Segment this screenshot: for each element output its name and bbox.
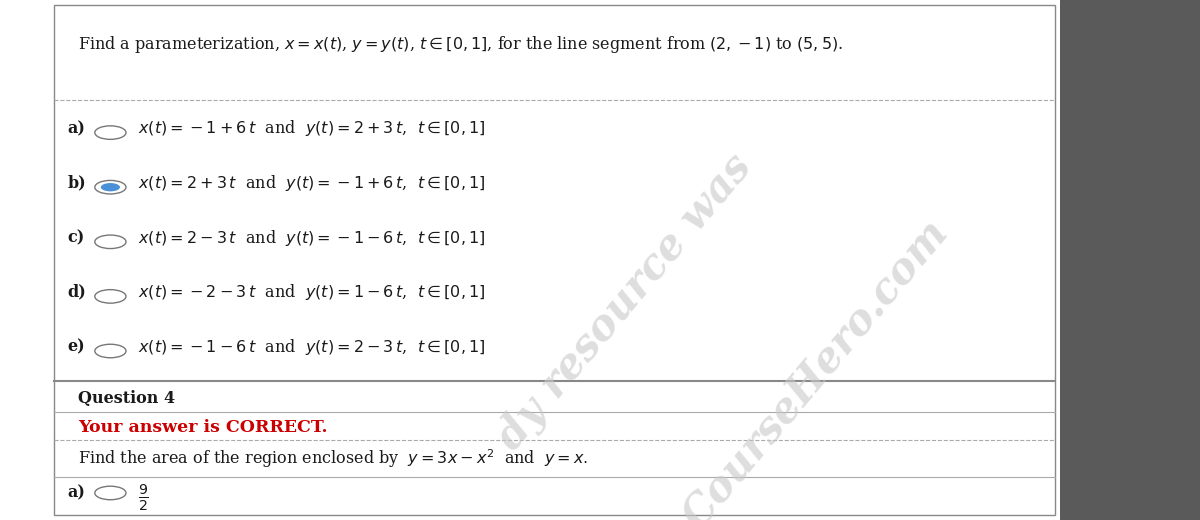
- Text: b): b): [67, 175, 86, 191]
- Bar: [1060, 0, 1200, 520]
- Text: Your answer is CORRECT.: Your answer is CORRECT.: [78, 419, 328, 436]
- Text: $x(t) = -2 - 3\,t$  and  $y(t) = 1 - 6\,t$,  $t \in [0, 1]$: $x(t) = -2 - 3\,t$ and $y(t) = 1 - 6\,t$…: [138, 282, 485, 302]
- Text: d): d): [67, 284, 86, 301]
- Circle shape: [95, 486, 126, 500]
- Text: c): c): [67, 229, 84, 246]
- Text: Find a parameterization, $x = x(t)$, $y = y(t)$, $t \in [0, 1]$, for the line se: Find a parameterization, $x = x(t)$, $y …: [78, 34, 844, 55]
- Text: dy resource was: dy resource was: [488, 146, 760, 458]
- Circle shape: [95, 180, 126, 194]
- Text: $x(t) = 2 - 3\,t$  and  $y(t) = -1 - 6\,t$,  $t \in [0, 1]$: $x(t) = 2 - 3\,t$ and $y(t) = -1 - 6\,t$…: [138, 228, 485, 248]
- Circle shape: [95, 344, 126, 358]
- Circle shape: [95, 126, 126, 139]
- Text: CourseHero.com: CourseHero.com: [674, 212, 958, 520]
- Circle shape: [95, 235, 126, 249]
- Bar: [54, 5, 1055, 515]
- Text: $\frac{9}{2}$: $\frac{9}{2}$: [138, 483, 149, 513]
- Circle shape: [101, 183, 120, 191]
- Text: $x(t) = -1 + 6\,t$  and  $y(t) = 2 + 3\,t$,  $t \in [0, 1]$: $x(t) = -1 + 6\,t$ and $y(t) = 2 + 3\,t$…: [138, 119, 485, 138]
- Text: Question 4: Question 4: [78, 390, 175, 407]
- Text: a): a): [67, 120, 85, 137]
- Circle shape: [95, 290, 126, 303]
- Text: $x(t) = 2 + 3\,t$  and  $y(t) = -1 + 6\,t$,  $t \in [0, 1]$: $x(t) = 2 + 3\,t$ and $y(t) = -1 + 6\,t$…: [138, 173, 485, 193]
- Text: a): a): [67, 485, 85, 502]
- Text: e): e): [67, 339, 85, 355]
- Text: Find the area of the region enclosed by  $y = 3x - x^2$  and  $y = x.$: Find the area of the region enclosed by …: [78, 447, 588, 470]
- Text: $x(t) = -1 - 6\,t$  and  $y(t) = 2 - 3\,t$,  $t \in [0, 1]$: $x(t) = -1 - 6\,t$ and $y(t) = 2 - 3\,t$…: [138, 337, 485, 357]
